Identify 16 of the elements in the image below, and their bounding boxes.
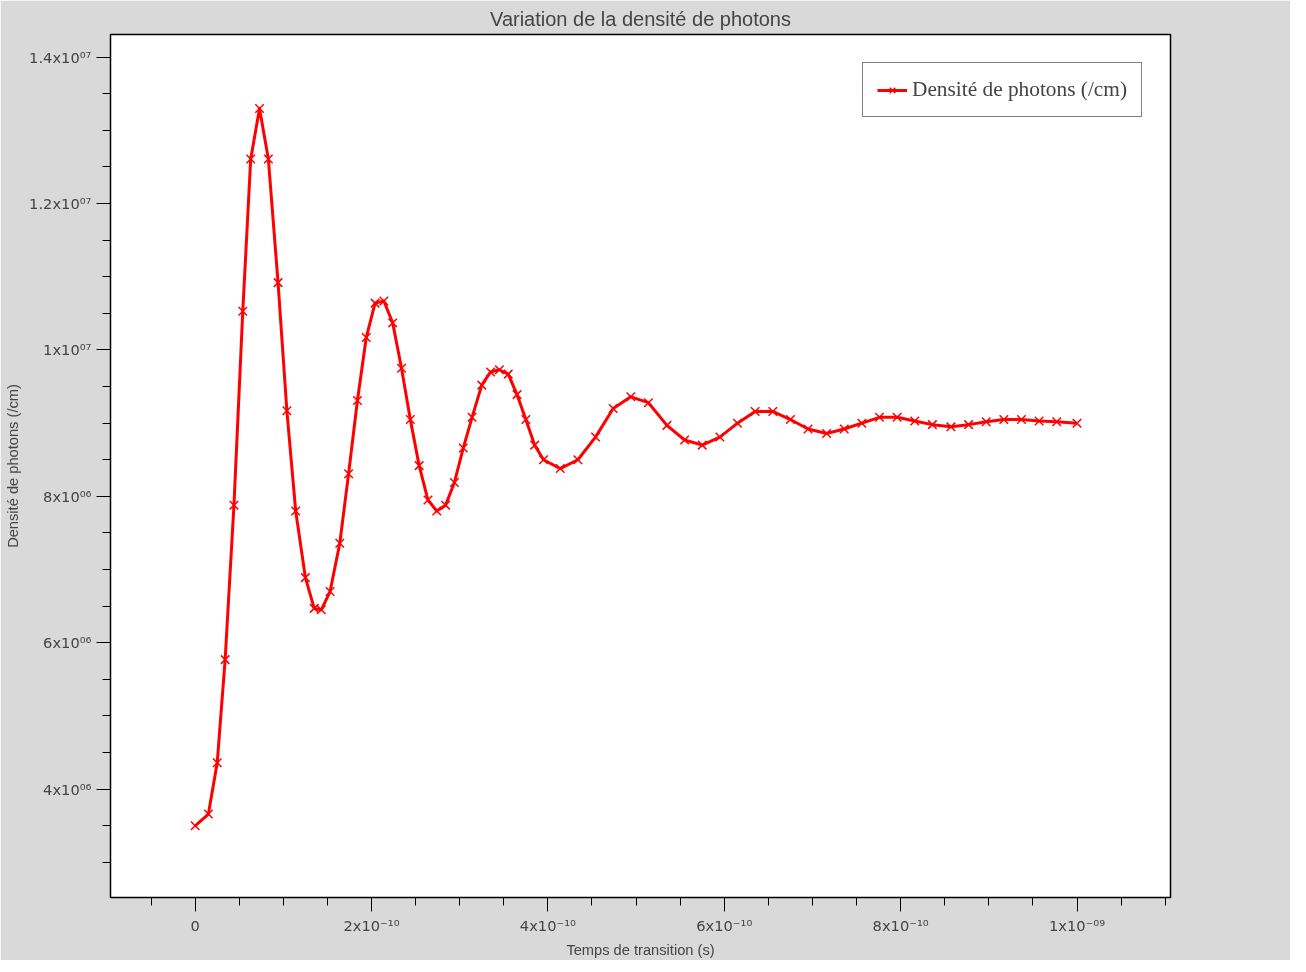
y-tick-label: 8x10⁰⁶ (43, 487, 92, 505)
x-tick-label: 2x10⁻¹⁰ (343, 916, 400, 934)
x-tick-label: 8x10⁻¹⁰ (872, 916, 929, 934)
y-tick-label: 1.4x10⁰⁷ (29, 48, 92, 66)
x-tick-label: 6x10⁻¹⁰ (696, 916, 753, 934)
x-axis-title: Temps de transition (s) (566, 941, 715, 958)
legend-label: Densité de photons (/cm) (911, 77, 1127, 102)
y-axis-title: Densité de photons (/cm) (5, 384, 22, 548)
y-tick-label: 6x10⁰⁶ (43, 634, 92, 652)
x-tick-label: 0 (190, 916, 200, 934)
y-tick-label: 4x10⁰⁶ (43, 780, 92, 798)
y-tick-label: 1x10⁰⁷ (43, 341, 92, 359)
x-tick-label: 1x10⁻⁰⁹ (1048, 916, 1106, 934)
y-tick-label: 1.2x10⁰⁷ (29, 195, 92, 213)
chart-title: Variation de la densité de photons (490, 7, 791, 30)
x-tick-label: 4x10⁻¹⁰ (519, 916, 577, 934)
